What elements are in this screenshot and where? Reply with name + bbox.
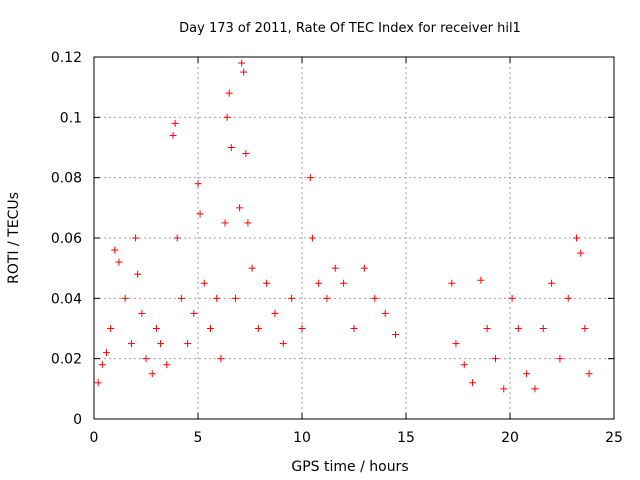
- data-point: [360, 264, 368, 272]
- data-point: [223, 113, 231, 121]
- data-point: [177, 294, 185, 302]
- x-tick-label: 15: [397, 430, 415, 446]
- data-point: [206, 325, 214, 332]
- data-point: [460, 361, 468, 369]
- data-point: [315, 279, 323, 287]
- data-point: [213, 294, 221, 302]
- data-point: [142, 355, 150, 363]
- data-point: [157, 340, 165, 348]
- data-point: [102, 349, 110, 357]
- y-tick-label: 0.02: [51, 352, 82, 368]
- data-point: [152, 325, 160, 332]
- x-tick-label: 10: [293, 430, 311, 446]
- data-point: [371, 294, 379, 302]
- data-point: [448, 279, 456, 287]
- axis-ticks: 0 0.02 0.04 0.06 0.08 0.1 0.12 0 5 10 15 20 25: [51, 50, 623, 446]
- data-point: [242, 150, 250, 158]
- data-point: [581, 325, 589, 332]
- data-point: [477, 276, 485, 284]
- data-point: [221, 219, 229, 227]
- y-axis-label: ROTI / TECUs: [6, 192, 22, 284]
- data-point: [298, 325, 306, 332]
- data-point: [194, 180, 202, 188]
- data-point: [231, 294, 239, 302]
- data-point: [98, 361, 106, 369]
- data-point: [539, 325, 547, 332]
- grid-lines: [94, 57, 614, 419]
- data-point: [452, 340, 460, 348]
- data-point: [184, 340, 192, 348]
- y-tick-label: 0.1: [60, 110, 82, 126]
- data-point: [94, 379, 102, 387]
- data-point: [171, 119, 179, 127]
- data-point: [236, 204, 244, 212]
- data-point: [323, 294, 331, 302]
- data-point: [227, 144, 235, 151]
- x-axis-label: GPS time / hours: [291, 459, 408, 475]
- data-point: [288, 294, 296, 302]
- data-point: [244, 219, 252, 227]
- data-point: [514, 325, 522, 332]
- data-point: [173, 234, 181, 242]
- data-point: [483, 325, 491, 332]
- y-tick-label: 0.08: [51, 171, 82, 187]
- plot-frame: [93, 56, 615, 420]
- data-point: [469, 379, 477, 387]
- data-point: [200, 279, 208, 287]
- data-point: [138, 309, 146, 317]
- data-point: [115, 258, 123, 266]
- data-point: [225, 89, 233, 97]
- data-point: [573, 234, 581, 242]
- data-point: [111, 246, 119, 254]
- data-point: [350, 325, 358, 332]
- x-tick-label: 5: [194, 430, 203, 446]
- data-point: [107, 325, 115, 332]
- data-point: [531, 385, 539, 393]
- data-point: [196, 210, 204, 218]
- data-point: [381, 309, 389, 317]
- x-tick-label: 20: [501, 430, 519, 446]
- data-point: [148, 370, 156, 378]
- data-point: [308, 234, 316, 242]
- data-point: [217, 355, 225, 363]
- y-tick-label: 0.06: [51, 231, 82, 247]
- data-point: [556, 355, 564, 363]
- data-point: [331, 264, 339, 272]
- data-point: [248, 264, 256, 272]
- data-point: [491, 355, 499, 363]
- data-point: [127, 340, 135, 348]
- data-point: [121, 294, 129, 302]
- data-point: [132, 234, 140, 242]
- data-point: [564, 294, 572, 302]
- data-point: [500, 385, 508, 393]
- data-point: [254, 325, 262, 332]
- y-tick-label: 0.12: [51, 50, 82, 66]
- y-tick-label: 0: [73, 412, 82, 428]
- data-point: [163, 361, 171, 369]
- data-point: [279, 340, 287, 348]
- data-point: [240, 68, 248, 76]
- y-tick-label: 0.04: [51, 291, 82, 307]
- data-point: [134, 270, 142, 278]
- data-point: [271, 309, 279, 317]
- data-point: [508, 294, 516, 302]
- data-points: [94, 59, 593, 393]
- data-point: [577, 249, 585, 257]
- data-point: [340, 279, 348, 287]
- data-point: [263, 279, 271, 287]
- data-point: [392, 331, 400, 339]
- x-tick-label: 25: [605, 430, 623, 446]
- x-tick-label: 0: [90, 430, 99, 446]
- data-point: [190, 309, 198, 317]
- data-point: [585, 370, 593, 378]
- data-point: [548, 279, 556, 287]
- chart-title: Day 173 of 2011, Rate Of TEC Index for r…: [179, 21, 521, 36]
- data-point: [238, 59, 246, 67]
- data-point: [306, 174, 314, 182]
- data-point: [523, 370, 531, 378]
- data-point: [169, 131, 177, 139]
